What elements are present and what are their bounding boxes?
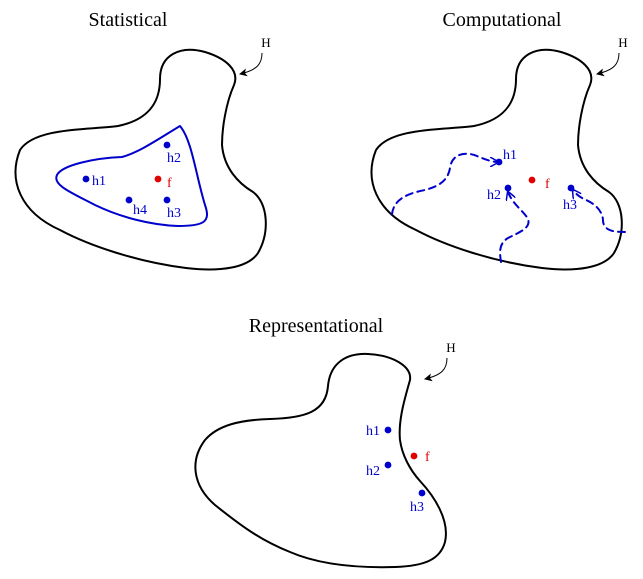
panel-title-computational: Computational xyxy=(443,9,562,31)
search-path-1 xyxy=(391,152,498,215)
hypothesis-dot xyxy=(384,426,392,434)
hypothesis-dot xyxy=(384,461,392,469)
target-label: f xyxy=(167,176,172,191)
hypothesis-point: h1 xyxy=(495,148,517,166)
hypothesis-point: h1 xyxy=(366,424,392,439)
hypothesis-dot xyxy=(495,158,503,166)
target-point: f xyxy=(154,175,172,191)
panel-computational: Computational H f h1 h2 h3 xyxy=(370,9,628,271)
hypothesis-space-outline xyxy=(14,48,267,271)
hypothesis-point: h2 xyxy=(366,461,392,479)
hypothesis-point: h2 xyxy=(163,141,181,166)
hypothesis-dot xyxy=(418,489,426,497)
hypothesis-dot xyxy=(163,196,171,204)
space-label: H xyxy=(261,35,270,50)
hypothesis-label: h4 xyxy=(133,203,147,218)
target-label: f xyxy=(545,177,550,192)
hypothesis-label: h2 xyxy=(366,464,380,479)
hypothesis-space-outline xyxy=(370,48,623,271)
target-dot xyxy=(410,452,418,460)
hypothesis-label: h2 xyxy=(487,188,501,203)
target-dot xyxy=(154,175,162,183)
hypothesis-dot xyxy=(567,184,575,192)
hypothesis-point: h3 xyxy=(163,196,181,221)
hypothesis-label: h3 xyxy=(167,206,181,221)
space-label-arrow xyxy=(424,357,448,382)
panel-title-statistical: Statistical xyxy=(89,9,168,31)
hypothesis-space-outline xyxy=(194,352,447,569)
hypothesis-label: h1 xyxy=(366,424,380,439)
panel-statistical: Statistical H f h1 h2 h3 h4 xyxy=(14,9,271,271)
panel-title-representational: Representational xyxy=(249,315,384,337)
search-path-2 xyxy=(499,192,530,263)
hypothesis-label: h2 xyxy=(167,151,181,166)
hypothesis-point: h4 xyxy=(125,196,147,218)
hypothesis-point: h1 xyxy=(82,174,106,189)
panel-representational: Representational H f h1 h2 h3 xyxy=(194,315,456,569)
good-hypotheses-region xyxy=(55,125,208,227)
space-label-arrow xyxy=(239,52,263,77)
hypothesis-point: h3 xyxy=(410,489,426,515)
search-path-3 xyxy=(573,190,626,233)
hypothesis-dot xyxy=(504,184,512,192)
space-label-arrow xyxy=(596,52,620,77)
hypothesis-label: h1 xyxy=(92,174,106,189)
hypothesis-point: h3 xyxy=(563,184,577,213)
target-point: f xyxy=(528,176,550,192)
hypothesis-point: h2 xyxy=(487,184,512,203)
hypothesis-label: h1 xyxy=(503,148,517,163)
hypothesis-dot xyxy=(125,196,133,204)
target-point: f xyxy=(410,450,430,465)
target-dot xyxy=(528,176,536,184)
hypothesis-dot xyxy=(163,141,171,149)
hypothesis-label: h3 xyxy=(563,198,577,213)
hypothesis-dot xyxy=(82,175,90,183)
hypothesis-label: h3 xyxy=(410,500,424,515)
space-label: H xyxy=(618,35,627,50)
target-label: f xyxy=(425,450,430,465)
space-label: H xyxy=(446,340,455,355)
